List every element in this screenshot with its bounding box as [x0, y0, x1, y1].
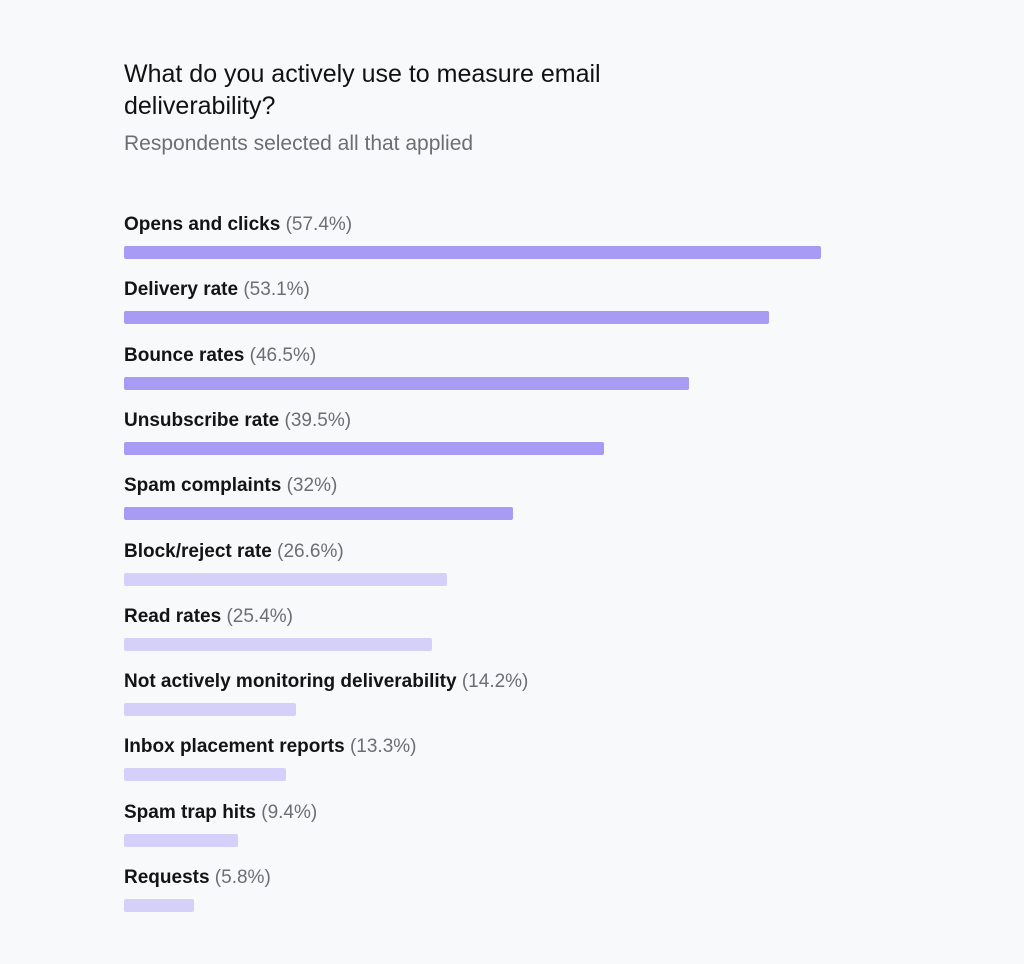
bar-label: Bounce rates (46.5%) — [124, 344, 316, 368]
chart: What do you actively use to measure emai… — [124, 58, 964, 912]
bar-value-label: (57.4%) — [280, 214, 353, 235]
bar-category-label: Spam trap hits — [124, 801, 256, 823]
bar-label: Delivery rate (53.1%) — [124, 278, 310, 302]
bar-category-label: Read rates — [124, 605, 222, 627]
bar-value-label: (39.5%) — [279, 409, 352, 431]
bar-category-label: Spam complaints — [124, 475, 282, 497]
bar-row: Delivery rate (53.1%) — [124, 278, 964, 328]
bar-value-label: (26.6%) — [271, 540, 344, 562]
bar-row: Spam complaints (32%) — [124, 474, 964, 524]
bar-row: Requests (5.8%) — [124, 866, 964, 916]
chart-title: What do you actively use to measure emai… — [124, 60, 601, 120]
chart-subtitle: Respondents selected all that applied — [124, 132, 474, 155]
bar-value-label: (9.4%) — [255, 801, 318, 823]
bar — [124, 246, 821, 259]
bar-value-label: (53.1%) — [238, 279, 310, 301]
bar-value-label: (25.4%) — [221, 605, 293, 627]
bar-row: Spam trap hits (9.4%) — [124, 801, 964, 851]
bar-row: Read rates (25.4%) — [124, 605, 964, 655]
bar-row: Unsubscribe rate (39.5%) — [124, 409, 964, 459]
bar-value-label: (13.3%) — [344, 736, 417, 758]
bar-category-label: Opens and clicks — [124, 214, 281, 235]
bar-row: Inbox placement reports (13.3%) — [124, 735, 964, 785]
bar-label: Read rates (25.4%) — [124, 605, 293, 629]
bar-value-label: (46.5%) — [244, 344, 317, 366]
bar-label: Spam complaints (32%) — [124, 474, 337, 498]
bar-label: Inbox placement reports (13.3%) — [124, 735, 416, 759]
bar-label: Unsubscribe rate (39.5%) — [124, 409, 351, 433]
bar-label: Requests (5.8%) — [124, 866, 271, 890]
bar-row: Not actively monitoring deliverability (… — [124, 670, 964, 720]
bar — [124, 311, 769, 325]
bar — [124, 637, 433, 651]
bar — [124, 833, 239, 847]
bar — [124, 703, 297, 717]
bar-category-label: Requests — [124, 867, 210, 888]
bar — [124, 899, 195, 912]
bar — [124, 507, 513, 521]
bar-category-label: Bounce rates — [124, 344, 245, 366]
bar-value-label: (32%) — [281, 475, 338, 497]
bar — [124, 768, 286, 782]
bar-value-label: (14.2%) — [456, 671, 529, 693]
bar-label: Block/reject rate (26.6%) — [124, 540, 344, 564]
bar-category-label: Inbox placement reports — [124, 736, 345, 758]
bar-label: Not actively monitoring deliverability (… — [124, 670, 528, 694]
bar-category-label: Delivery rate — [124, 279, 239, 301]
bar-label: Spam trap hits (9.4%) — [124, 801, 317, 825]
bar — [124, 376, 689, 390]
bar-value-label: (5.8%) — [209, 867, 271, 888]
bar-category-label: Block/reject rate — [124, 540, 272, 562]
bar-category-label: Unsubscribe rate — [124, 409, 280, 431]
bar-category-label: Not actively monitoring deliverability — [124, 671, 457, 693]
bar-label: Opens and clicks (57.4%) — [124, 213, 352, 237]
bar — [124, 572, 447, 586]
bar-row: Bounce rates (46.5%) — [124, 344, 964, 394]
bar-row: Block/reject rate (26.6%) — [124, 540, 964, 590]
bar — [124, 441, 604, 455]
bar-row: Opens and clicks (57.4%) — [124, 213, 964, 263]
